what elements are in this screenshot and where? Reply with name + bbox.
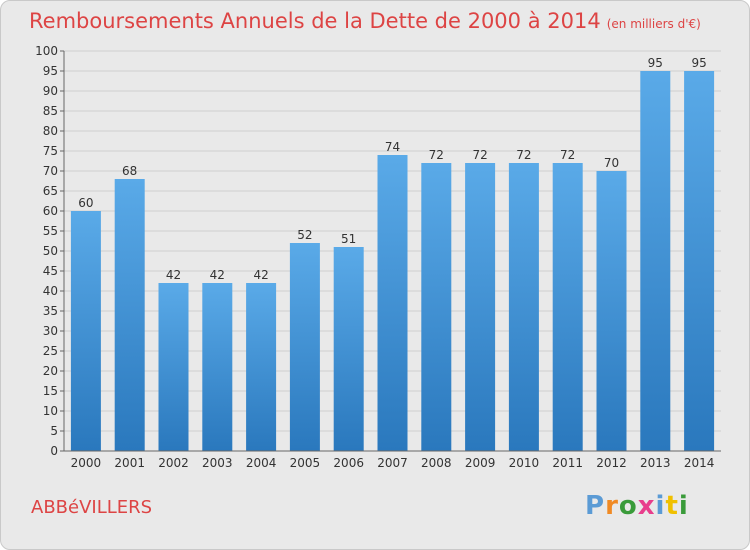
y-tick-label: 20	[43, 364, 58, 378]
bar-2011	[552, 163, 583, 451]
bar-2007	[377, 155, 408, 451]
axes	[63, 51, 721, 452]
bars	[70, 71, 715, 451]
x-tick-label: 2001	[114, 456, 145, 470]
data-labels: 60 68 42 42 42 52 51 74 72 72 72 72 70 95 95	[78, 56, 706, 282]
x-tick-label: 2014	[684, 456, 715, 470]
logo-letter: i	[655, 491, 666, 521]
x-tick-label: 2005	[290, 456, 321, 470]
logo-letter: i	[678, 491, 689, 521]
data-label: 95	[691, 56, 706, 70]
y-tick-label: 100	[35, 44, 58, 58]
y-tick-label: 75	[43, 144, 58, 158]
bar-2000	[70, 211, 101, 451]
data-label: 72	[429, 148, 444, 162]
bar-2002	[158, 283, 189, 451]
x-tick-label: 2000	[71, 456, 102, 470]
y-tick-label: 40	[43, 284, 58, 298]
bar-2009	[465, 163, 496, 451]
data-label: 70	[604, 156, 619, 170]
logo-letter: r	[605, 491, 619, 521]
x-tick-label: 2007	[377, 456, 408, 470]
bar-2006	[333, 247, 364, 451]
x-tick-label: 2002	[158, 456, 189, 470]
bar-2005	[289, 243, 320, 451]
logo-letter: P	[585, 491, 606, 521]
data-label: 60	[78, 196, 93, 210]
y-tick-label: 60	[43, 204, 58, 218]
location-label: ABBéVILLERS	[31, 497, 153, 518]
x-tick-label: 2009	[465, 456, 496, 470]
y-tick-label: 25	[43, 344, 58, 358]
bar-2001	[114, 179, 145, 451]
data-label: 51	[341, 232, 356, 246]
x-tick-label: 2003	[202, 456, 233, 470]
data-label: 42	[166, 268, 181, 282]
y-tick-label: 15	[43, 384, 58, 398]
y-tick-label: 30	[43, 324, 58, 338]
y-tick-label: 45	[43, 264, 58, 278]
logo-letter: x	[637, 491, 656, 521]
x-tick-label: 2004	[246, 456, 277, 470]
data-label: 68	[122, 164, 137, 178]
chart-title: Remboursements Annuels de la Dette de 20…	[29, 9, 701, 33]
y-tick-label: 65	[43, 184, 58, 198]
y-tick-label: 70	[43, 164, 58, 178]
x-tick-label: 2012	[596, 456, 627, 470]
x-tick-label: 2008	[421, 456, 452, 470]
data-label: 72	[560, 148, 575, 162]
data-label: 95	[648, 56, 663, 70]
y-tick-label: 10	[43, 404, 58, 418]
bar-2004	[246, 283, 277, 451]
y-axis-ticks: 0 5 10 15 20 25 30 35 40 45 50 55 60 65 70 75 80 85 90 95 10…	[35, 44, 64, 458]
y-tick-label: 85	[43, 104, 58, 118]
data-label: 52	[297, 228, 312, 242]
y-tick-label: 80	[43, 124, 58, 138]
y-tick-label: 0	[50, 444, 58, 458]
logo-letter: t	[665, 491, 679, 521]
x-tick-label: 2010	[509, 456, 540, 470]
y-tick-label: 35	[43, 304, 58, 318]
proxiti-logo[interactable]: Proxiti	[585, 491, 689, 521]
chart-subtitle: (en milliers d'€)	[606, 17, 701, 31]
bar-2008	[421, 163, 452, 451]
y-tick-label: 95	[43, 64, 58, 78]
bar-2013	[640, 71, 671, 451]
x-tick-label: 2011	[552, 456, 583, 470]
y-tick-label: 50	[43, 244, 58, 258]
x-tick-label: 2013	[640, 456, 671, 470]
data-label: 72	[516, 148, 531, 162]
data-label: 74	[385, 140, 400, 154]
data-label: 42	[210, 268, 225, 282]
data-label: 42	[253, 268, 268, 282]
data-label: 72	[472, 148, 487, 162]
bar-2010	[508, 163, 539, 451]
logo-letter: o	[618, 491, 638, 521]
bar-2014	[684, 71, 715, 451]
bar-2012	[596, 171, 627, 451]
y-tick-label: 90	[43, 84, 58, 98]
title-text: Remboursements Annuels de la Dette de 20…	[29, 9, 601, 33]
x-tick-label: 2006	[333, 456, 364, 470]
y-tick-label: 5	[50, 424, 58, 438]
x-axis-ticks: 2000 2001 2002 2003 2004 2005 2006 2007 2008 2009…	[71, 456, 715, 470]
bar-2003	[202, 283, 233, 451]
y-tick-label: 55	[43, 224, 58, 238]
